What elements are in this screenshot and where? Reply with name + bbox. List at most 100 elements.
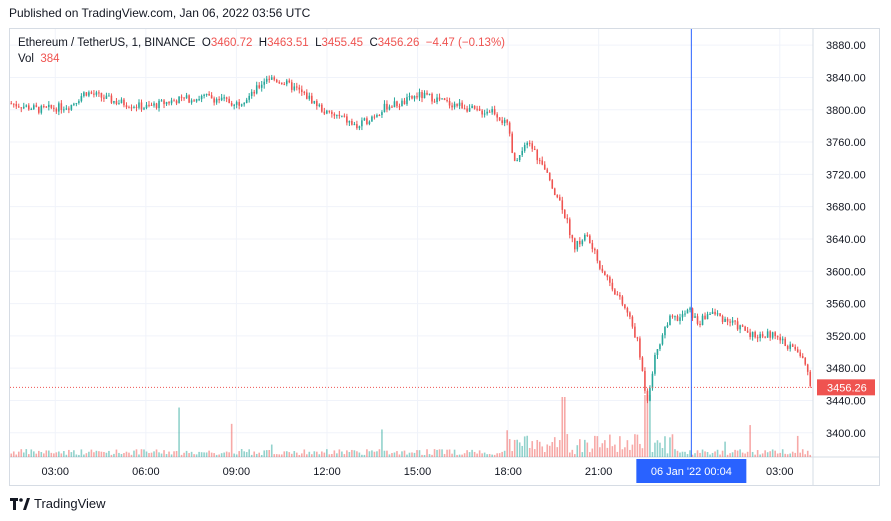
volume-bar bbox=[228, 452, 230, 457]
volume-bar bbox=[533, 449, 536, 457]
candle-body bbox=[586, 234, 589, 236]
candle-body bbox=[756, 337, 759, 339]
price-tick-label: 3480.00 bbox=[826, 363, 866, 375]
volume-bar bbox=[654, 442, 656, 457]
candle-body bbox=[731, 320, 734, 323]
candle-body bbox=[361, 120, 363, 127]
volume-bar bbox=[749, 425, 751, 457]
candle-body bbox=[70, 104, 73, 110]
candle-body bbox=[403, 100, 406, 105]
volume-bar bbox=[451, 453, 453, 457]
volume-bar bbox=[626, 440, 629, 457]
volume-bar bbox=[541, 446, 544, 457]
candle-body bbox=[155, 103, 158, 109]
candle-body bbox=[50, 104, 53, 108]
candle-body bbox=[706, 314, 709, 320]
volume-bar bbox=[45, 450, 48, 457]
candle-body bbox=[428, 93, 431, 95]
candle-body bbox=[268, 78, 271, 80]
candle-body bbox=[278, 82, 281, 84]
volume-bar bbox=[333, 450, 336, 457]
candle-body bbox=[173, 100, 175, 102]
candle-body bbox=[784, 338, 786, 346]
volume-bar bbox=[180, 454, 183, 457]
price-tick-label: 3600.00 bbox=[826, 266, 866, 278]
volume-bar bbox=[53, 453, 55, 457]
volume-bar bbox=[501, 451, 503, 457]
price-tick-label: 3880.00 bbox=[826, 40, 866, 52]
candle-body bbox=[563, 209, 566, 219]
volume-bar bbox=[128, 452, 130, 457]
volume-bar bbox=[731, 452, 734, 457]
legend-close-value: 3456.26 bbox=[377, 37, 420, 49]
volume-bar bbox=[426, 449, 428, 457]
candle-body bbox=[498, 117, 501, 121]
volume-bar bbox=[383, 450, 386, 457]
candle-body bbox=[295, 86, 298, 88]
candle-body bbox=[388, 106, 391, 110]
candle-body bbox=[448, 100, 451, 106]
candle-body bbox=[616, 294, 619, 296]
volume-bar bbox=[250, 454, 253, 457]
candle-body bbox=[366, 118, 368, 125]
candle-body bbox=[25, 105, 28, 107]
candle-body bbox=[739, 325, 741, 330]
volume-bar bbox=[381, 429, 383, 457]
candle-body bbox=[265, 78, 268, 82]
candle-body bbox=[689, 308, 691, 310]
volume-bar bbox=[213, 453, 215, 457]
volume-bar bbox=[110, 454, 113, 457]
candle-body bbox=[518, 155, 521, 161]
chart-frame[interactable] bbox=[9, 28, 880, 486]
candle-body bbox=[538, 160, 541, 162]
volume-bar bbox=[629, 449, 631, 457]
candle-body bbox=[493, 109, 496, 115]
volume-bar bbox=[346, 450, 348, 457]
candle-body bbox=[556, 195, 559, 198]
candle-body bbox=[576, 240, 579, 250]
candle-body bbox=[481, 110, 483, 115]
candle-body bbox=[253, 91, 256, 94]
volume-bar bbox=[220, 453, 223, 457]
candle-body bbox=[165, 102, 168, 105]
volume-bar bbox=[493, 454, 496, 457]
volume-bar bbox=[195, 454, 198, 457]
candle-body bbox=[589, 235, 591, 244]
volume-bar bbox=[153, 451, 155, 457]
volume-bar bbox=[543, 452, 546, 457]
candle-body bbox=[183, 97, 185, 99]
volume-bar bbox=[579, 439, 581, 457]
volume-bar bbox=[746, 451, 749, 457]
legend-symbol[interactable]: Ethereum / TetherUS, 1, BINANCE bbox=[18, 37, 196, 49]
volume-bar bbox=[553, 437, 556, 457]
volume-bar bbox=[391, 453, 393, 457]
candle-body bbox=[78, 101, 80, 103]
volume-bar bbox=[614, 444, 616, 457]
candle-body bbox=[691, 308, 694, 318]
candle-body bbox=[83, 92, 85, 97]
candle-body bbox=[473, 105, 476, 109]
volume-bar bbox=[163, 450, 165, 457]
footer-brand[interactable]: TradingView bbox=[10, 496, 106, 511]
candle-body bbox=[581, 240, 584, 245]
candle-body bbox=[120, 99, 123, 104]
volume-bar bbox=[796, 435, 799, 457]
candle-body bbox=[671, 315, 674, 317]
volume-bar bbox=[118, 452, 120, 457]
volume-bar bbox=[60, 453, 63, 457]
volume-bar bbox=[408, 452, 411, 457]
candle-body bbox=[579, 240, 581, 245]
candle-body bbox=[724, 318, 726, 322]
volume-bar bbox=[63, 451, 65, 457]
legend-volume-row: Vol 384 bbox=[18, 51, 505, 67]
candle-body bbox=[471, 105, 473, 109]
volume-bar bbox=[599, 447, 601, 457]
volume-bar bbox=[651, 451, 654, 457]
volume-bar bbox=[123, 453, 125, 457]
volume-bar bbox=[656, 440, 659, 457]
candle-body bbox=[185, 95, 188, 99]
candle-body bbox=[348, 120, 351, 123]
volume-bar bbox=[453, 449, 456, 457]
volume-bar bbox=[75, 454, 78, 457]
